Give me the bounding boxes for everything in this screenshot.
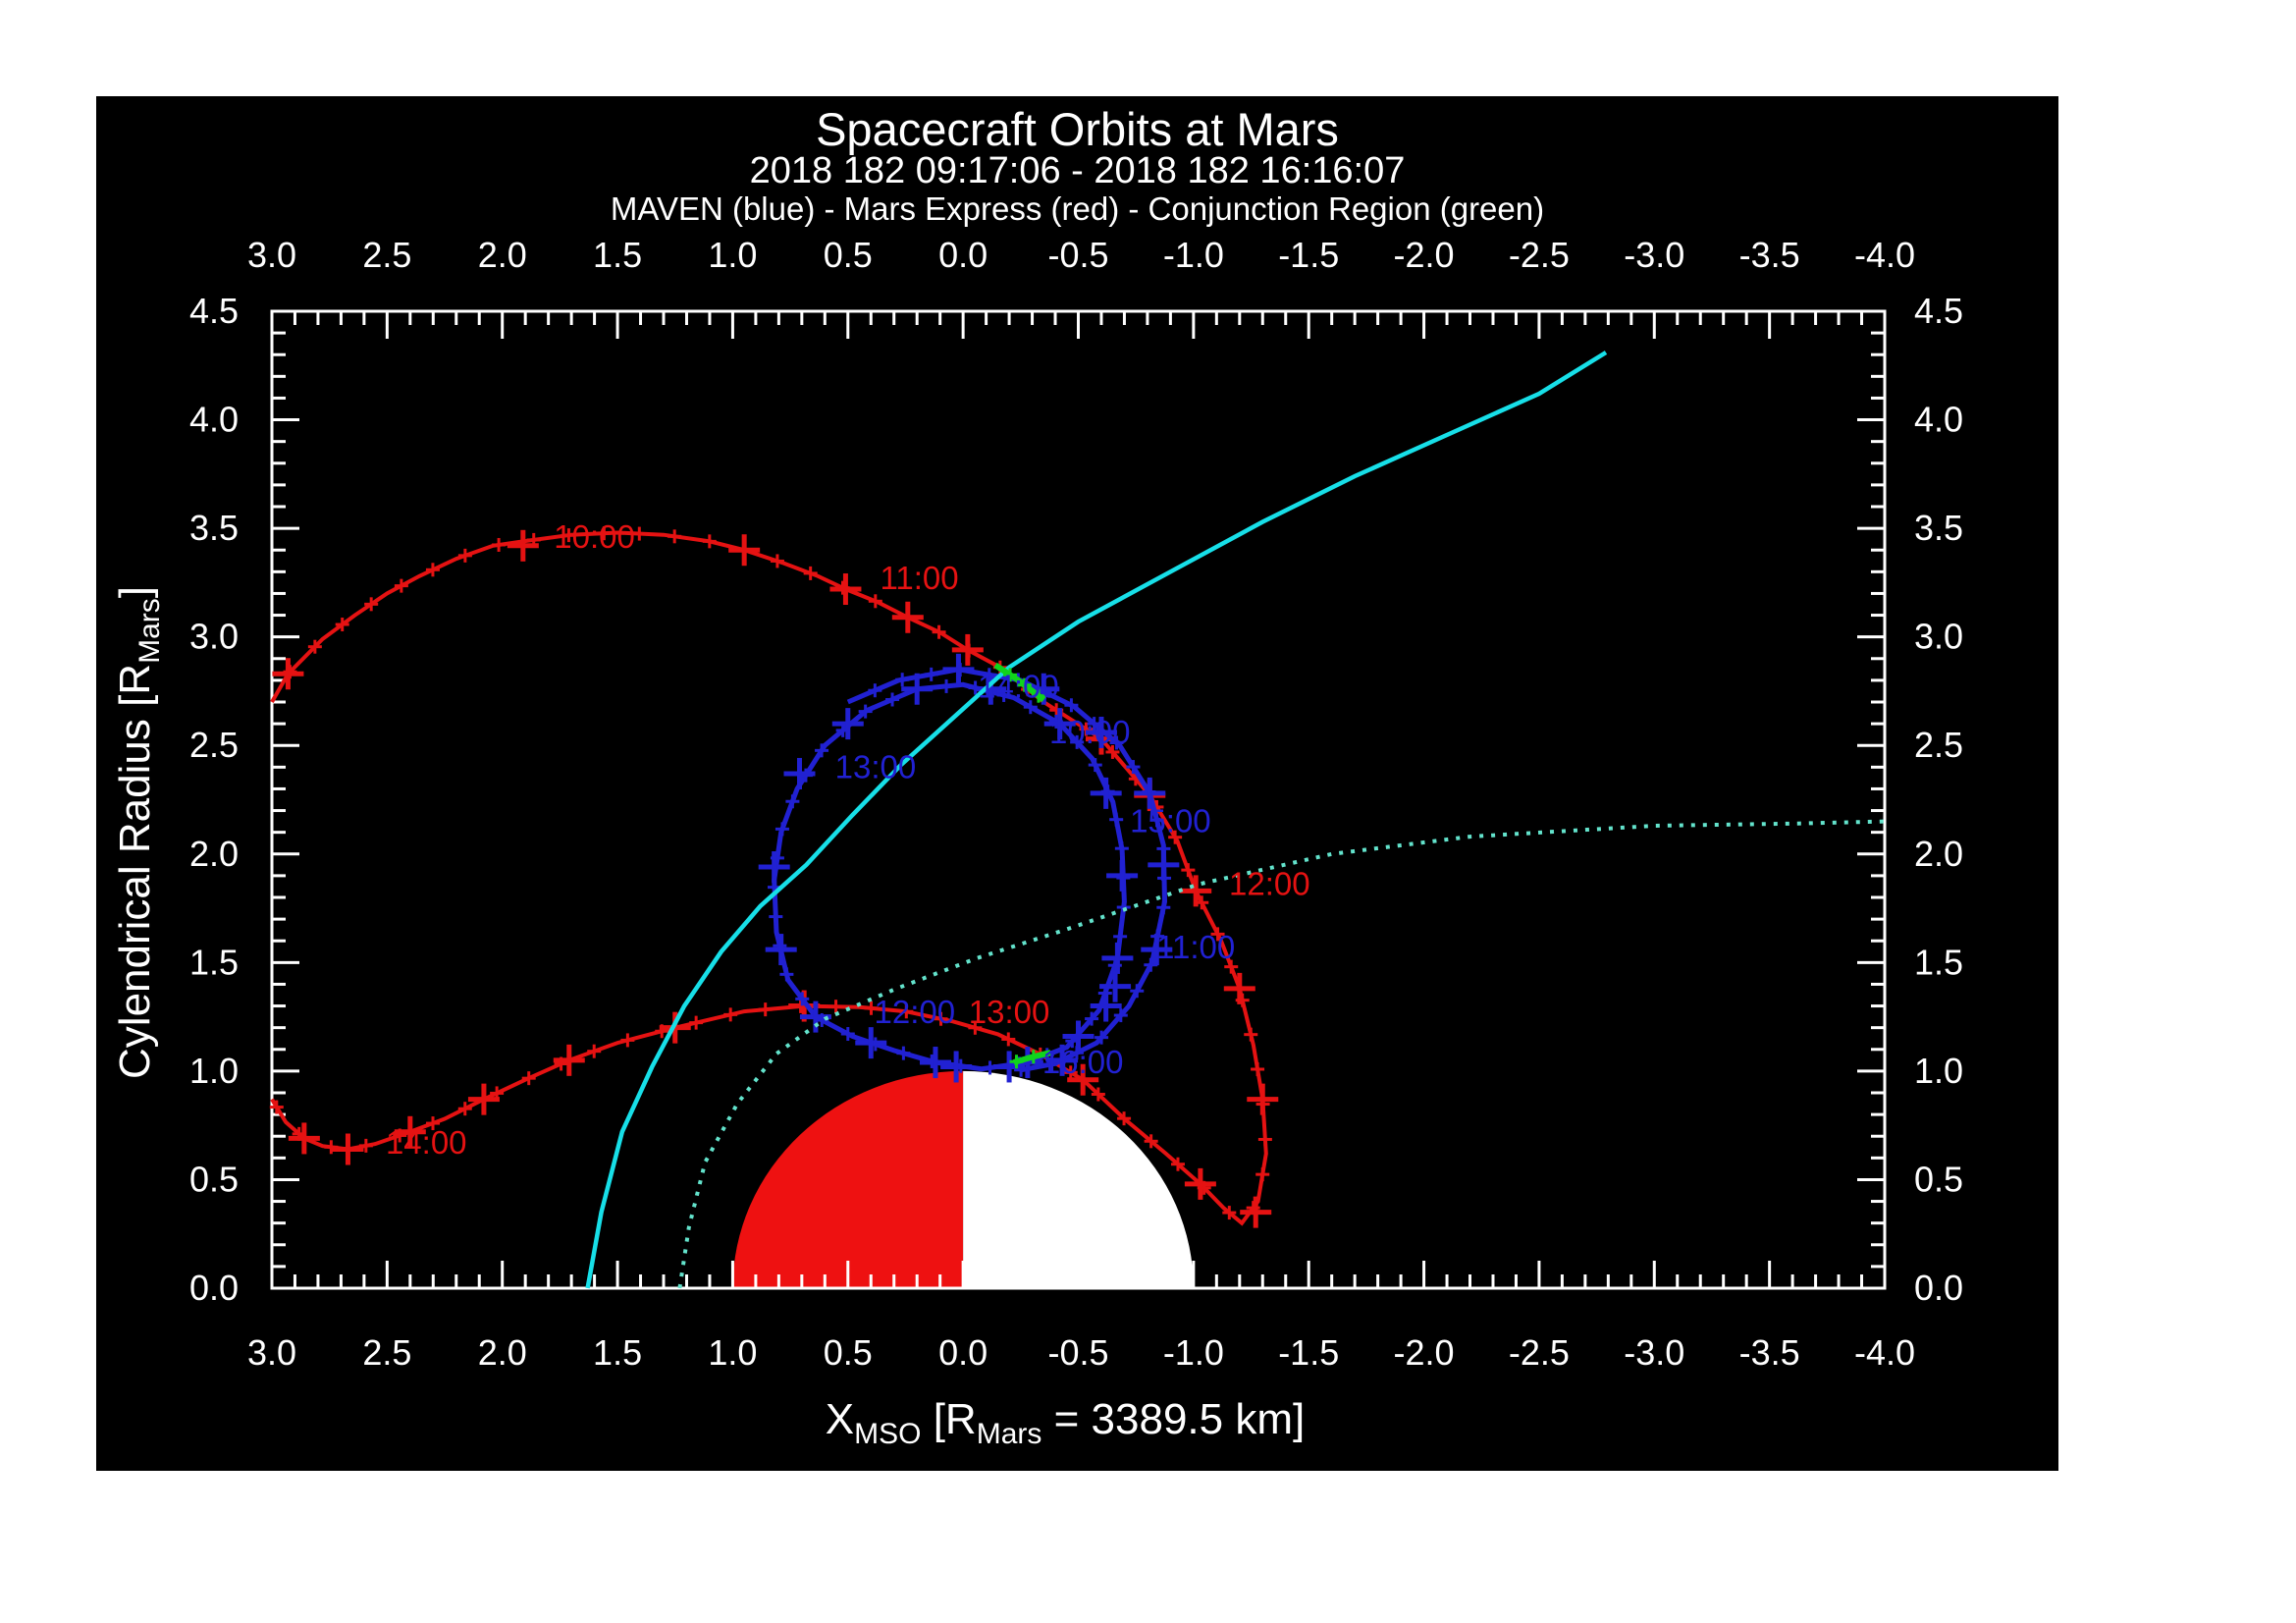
svg-text:-0.5: -0.5 xyxy=(1047,235,1108,275)
svg-text:3.0: 3.0 xyxy=(247,235,296,275)
x-axis-ticks xyxy=(270,311,1887,1288)
svg-text:13:00: 13:00 xyxy=(835,748,917,784)
maven-orbit-pass-1 xyxy=(758,673,1139,1079)
svg-text:1.0: 1.0 xyxy=(1914,1051,1963,1091)
svg-text:-3.0: -3.0 xyxy=(1624,235,1684,275)
svg-text:14:00: 14:00 xyxy=(386,1124,467,1161)
y-axis-title: Cylendrical Radius [RMars] xyxy=(111,586,166,1079)
svg-text:-2.5: -2.5 xyxy=(1509,1332,1570,1373)
x-axis-title: XMSO [RMars = 3389.5 km] xyxy=(826,1395,1305,1450)
svg-text:0.5: 0.5 xyxy=(824,1332,873,1373)
svg-text:14:00: 14:00 xyxy=(978,669,1059,705)
svg-text:-3.5: -3.5 xyxy=(1739,235,1800,275)
svg-text:-4.0: -4.0 xyxy=(1854,235,1915,275)
svg-text:0.5: 0.5 xyxy=(824,235,873,275)
svg-text:-1.5: -1.5 xyxy=(1278,235,1339,275)
svg-text:1.0: 1.0 xyxy=(708,235,757,275)
svg-text:4.0: 4.0 xyxy=(1914,400,1963,440)
svg-text:-3.5: -3.5 xyxy=(1739,1332,1800,1373)
y-tick-labels: 0.0 0.0 0.5 0.5 1.0 1.0 1.5 1.5 2.0 2.0 2.5 2.5 3.0 3… xyxy=(189,291,1963,1308)
time-labels-maven-pass-1: 10:00 11:00 12:00 13:00 xyxy=(835,714,1236,1030)
svg-text:-4.0: -4.0 xyxy=(1854,1332,1915,1373)
svg-text:-3.0: -3.0 xyxy=(1624,1332,1684,1373)
svg-text:-2.0: -2.0 xyxy=(1394,235,1455,275)
bow-shock-line xyxy=(585,351,1608,1289)
svg-text:11:00: 11:00 xyxy=(880,560,958,596)
svg-text:2.5: 2.5 xyxy=(362,235,411,275)
svg-text:0.5: 0.5 xyxy=(1914,1159,1963,1199)
svg-text:1.5: 1.5 xyxy=(1914,942,1963,982)
svg-text:2.0: 2.0 xyxy=(189,834,239,874)
mars-disk xyxy=(732,1070,1194,1288)
conjunction-segment-mex xyxy=(993,662,1046,703)
svg-text:-1.0: -1.0 xyxy=(1163,235,1224,275)
time-labels-mex: 10:00 11:00 12:00 13:00 14:00 xyxy=(386,518,1310,1161)
svg-text:16:00: 16:00 xyxy=(1042,1044,1124,1080)
svg-text:2.5: 2.5 xyxy=(362,1332,411,1373)
conjunction-segment-maven xyxy=(1009,1050,1051,1069)
svg-text:4.0: 4.0 xyxy=(189,400,239,440)
svg-text:XMSO [RMars = 3389.5 km]: XMSO [RMars = 3389.5 km] xyxy=(826,1395,1305,1450)
svg-text:3.0: 3.0 xyxy=(189,617,239,657)
maven-orbit-pass-2 xyxy=(846,653,1180,1083)
svg-text:1.0: 1.0 xyxy=(189,1051,239,1091)
svg-text:-2.0: -2.0 xyxy=(1394,1332,1455,1373)
svg-text:1.5: 1.5 xyxy=(189,942,239,982)
svg-text:1.0: 1.0 xyxy=(708,1332,757,1373)
svg-text:0.0: 0.0 xyxy=(1914,1268,1963,1308)
svg-text:0.0: 0.0 xyxy=(189,1268,239,1308)
svg-text:3.5: 3.5 xyxy=(189,508,239,548)
svg-text:0.5: 0.5 xyxy=(189,1159,239,1199)
svg-text:-0.5: -0.5 xyxy=(1047,1332,1108,1373)
chart-legend-caption: MAVEN (blue) - Mars Express (red) - Conj… xyxy=(610,190,1545,227)
svg-text:15:00: 15:00 xyxy=(1130,803,1211,839)
svg-text:2.0: 2.0 xyxy=(478,1332,527,1373)
svg-text:1.5: 1.5 xyxy=(593,235,642,275)
svg-text:4.5: 4.5 xyxy=(1914,291,1963,331)
svg-text:11:00: 11:00 xyxy=(1156,929,1235,965)
svg-text:0.0: 0.0 xyxy=(938,1332,988,1373)
svg-text:10:00: 10:00 xyxy=(1049,714,1131,750)
svg-text:2.0: 2.0 xyxy=(1914,834,1963,874)
svg-text:13:00: 13:00 xyxy=(969,994,1050,1030)
svg-text:-1.0: -1.0 xyxy=(1163,1332,1224,1373)
svg-text:0.0: 0.0 xyxy=(938,235,988,275)
svg-text:-1.5: -1.5 xyxy=(1278,1332,1339,1373)
svg-text:Cylendrical Radius [RMars]: Cylendrical Radius [RMars] xyxy=(111,586,166,1079)
svg-text:4.5: 4.5 xyxy=(189,291,239,331)
time-labels-maven-pass-2: 14:00 15:00 16:00 xyxy=(978,669,1211,1081)
chart-title: Spacecraft Orbits at Mars xyxy=(816,103,1339,155)
svg-text:12:00: 12:00 xyxy=(1229,866,1310,902)
svg-text:3.5: 3.5 xyxy=(1914,508,1963,548)
svg-text:2.0: 2.0 xyxy=(478,235,527,275)
y-axis-ticks xyxy=(272,309,1885,1290)
svg-text:2.5: 2.5 xyxy=(1914,725,1963,765)
svg-text:10:00: 10:00 xyxy=(554,518,635,555)
svg-text:1.5: 1.5 xyxy=(593,1332,642,1373)
svg-text:3.0: 3.0 xyxy=(1914,617,1963,657)
svg-text:12:00: 12:00 xyxy=(875,994,956,1030)
svg-text:3.0: 3.0 xyxy=(247,1332,296,1373)
svg-text:-2.5: -2.5 xyxy=(1509,235,1570,275)
chart-subtitle: 2018 182 09:17:06 - 2018 182 16:16:07 xyxy=(749,150,1406,191)
x-tick-labels: 3.0 3.0 2.5 2.5 2.0 2.0 1.5 1.5 1.0 1.0 0.5 0.5 0.0 0… xyxy=(247,235,1915,1373)
svg-text:2.5: 2.5 xyxy=(189,725,239,765)
